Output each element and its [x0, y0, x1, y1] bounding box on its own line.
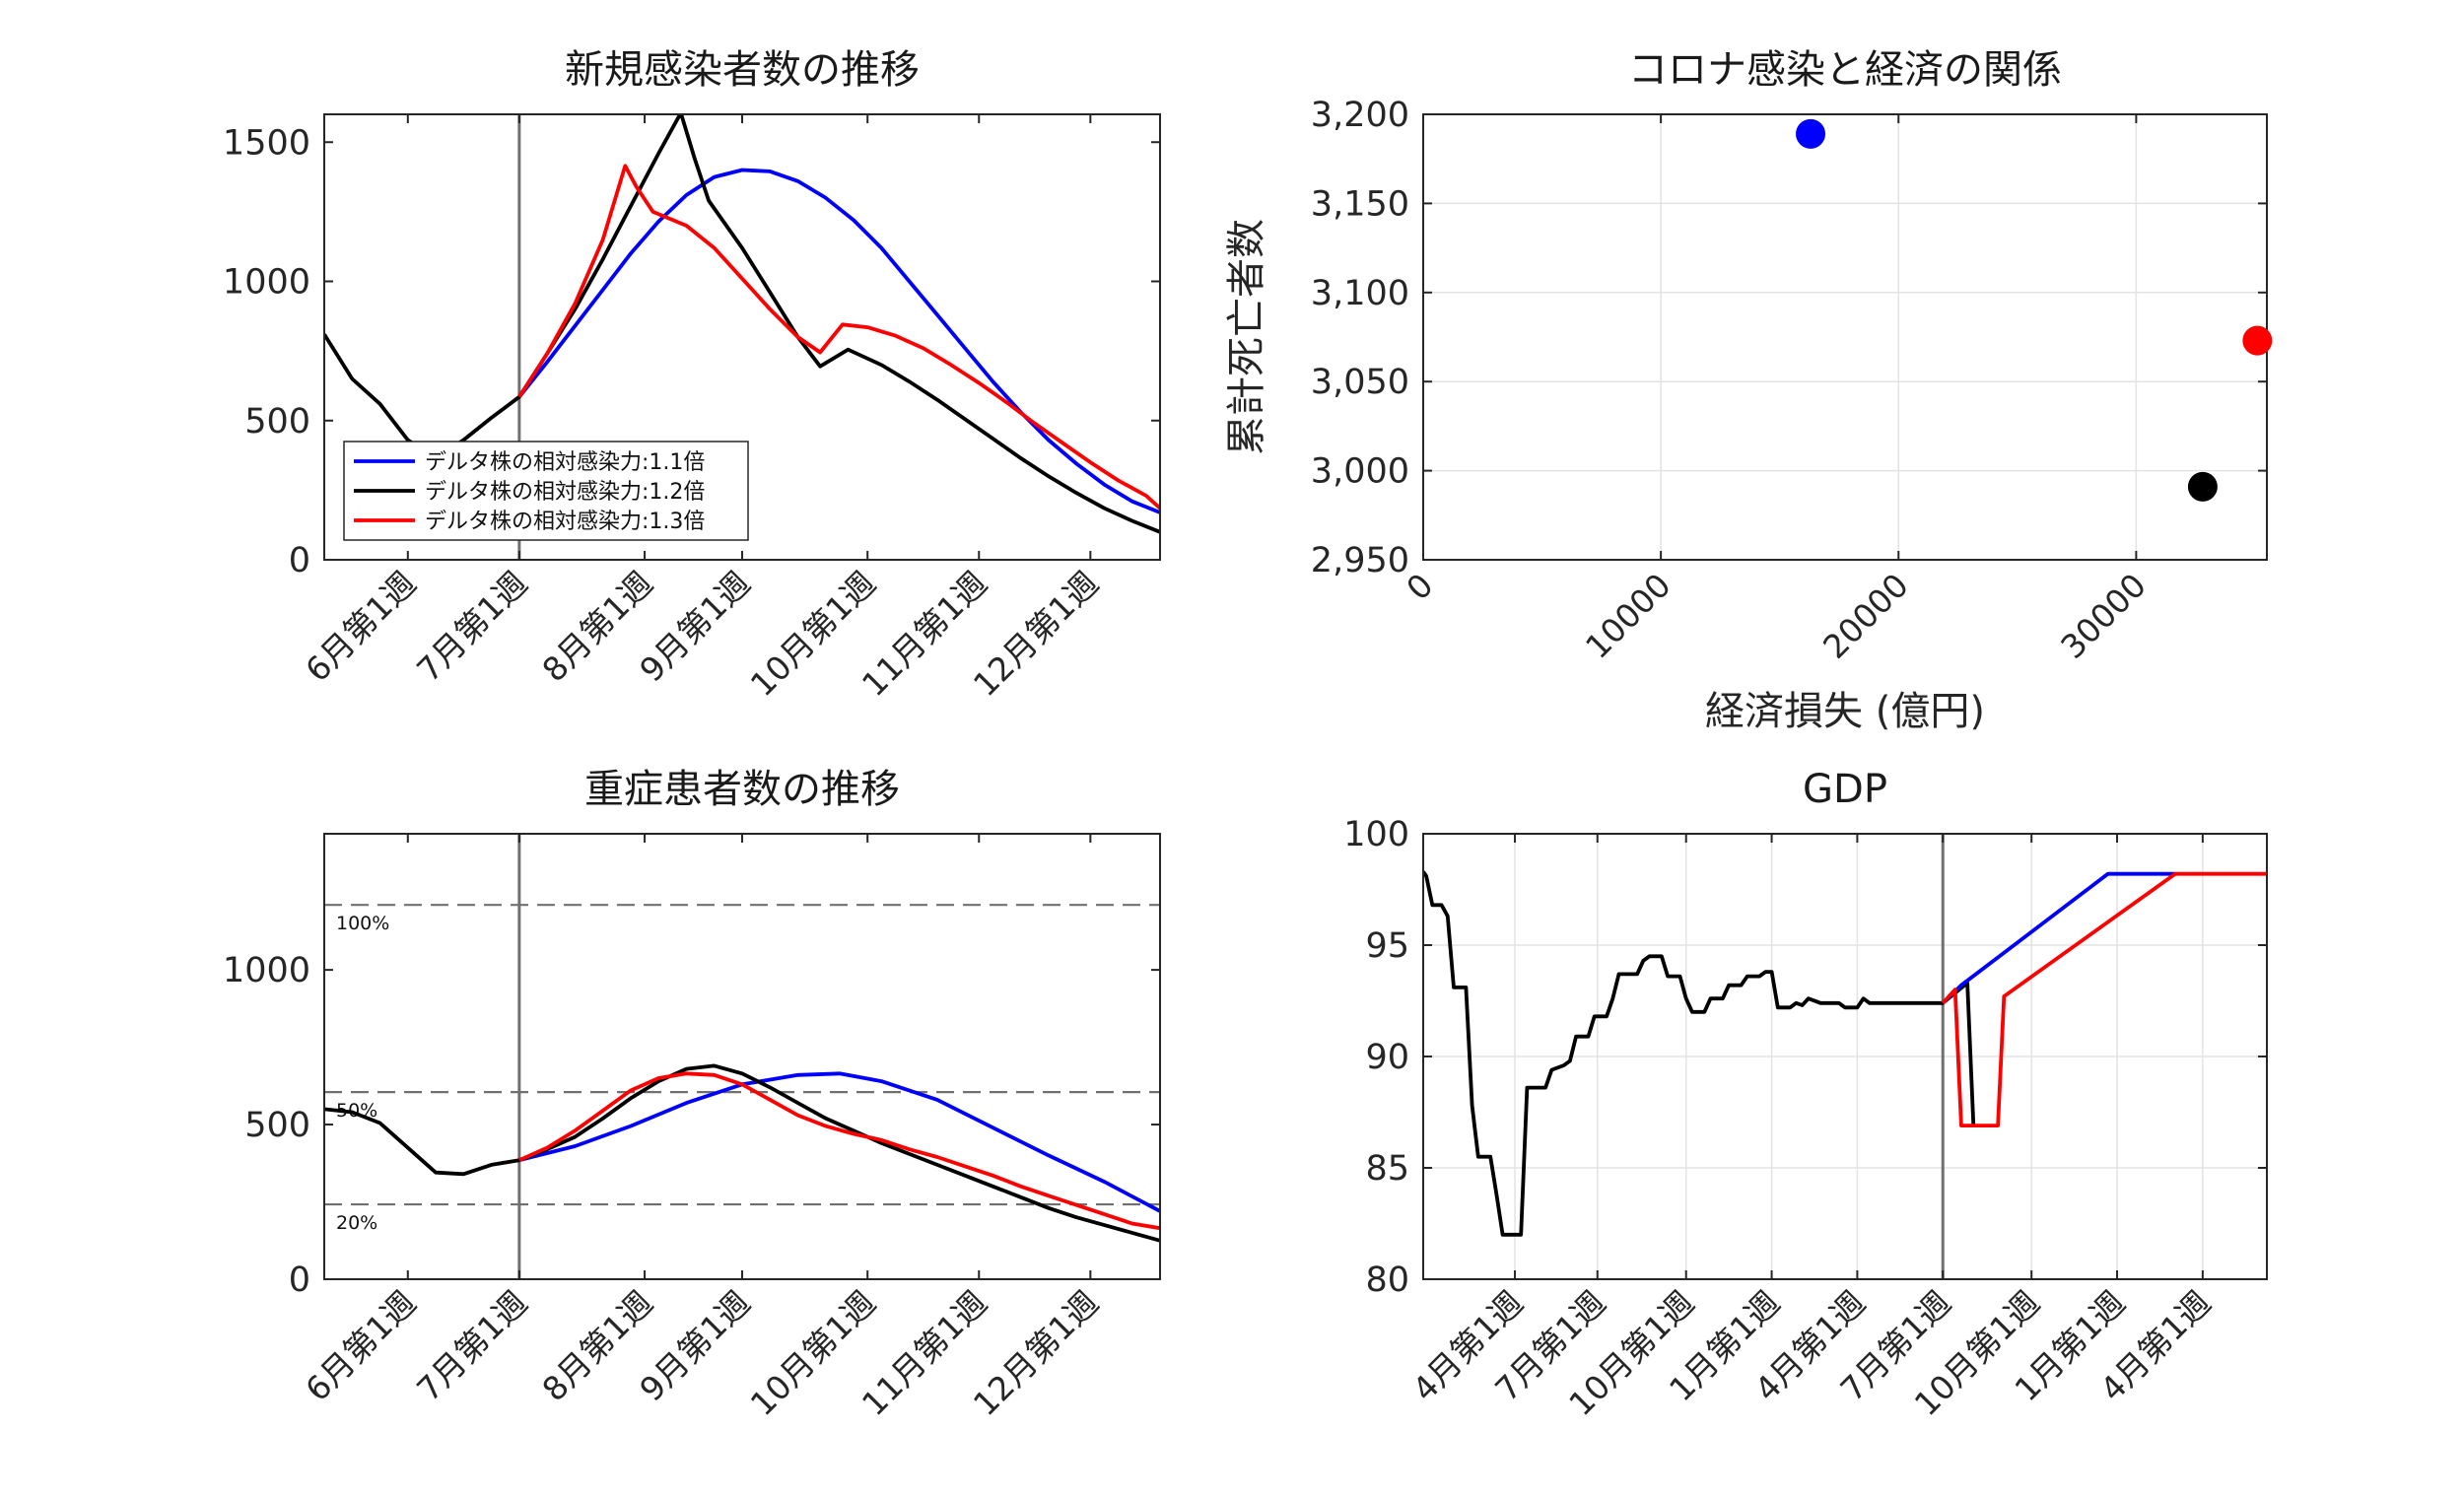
y-tick-label: 100 [1343, 815, 1409, 854]
y-tick-label: 3,200 [1311, 96, 1409, 135]
y-tick-label: 1500 [223, 123, 310, 163]
series-line-blue [1941, 871, 2175, 1005]
legend: デルタ株の相対感染力:1.1倍デルタ株の相対感染力:1.2倍デルタ株の相対感染力… [343, 441, 749, 541]
y-tick-label: 500 [244, 1106, 310, 1145]
chart-title: 重症患者数の推移 [584, 767, 900, 812]
chart-title: コロナ感染と経済の関係 [1628, 47, 2062, 93]
chart-gdp: 808590951004月第1週7月第1週10月第1週1月第1週4月第1週7月第… [1343, 767, 2268, 1423]
series-line-red [518, 1071, 1160, 1231]
y-tick-label: 3,150 [1311, 184, 1409, 224]
scatter-point-blue [1796, 118, 1826, 149]
y-tick-label: 90 [1365, 1038, 1409, 1077]
x-axis-label: 経済損失 (億円) [1705, 689, 1985, 734]
plot-frame [323, 833, 1161, 1280]
legend-entry: デルタ株の相対感染力:1.1倍 [425, 450, 705, 475]
series-group [1423, 870, 2267, 1237]
series-line-red [517, 164, 1160, 511]
y-tick-label: 2,950 [1311, 541, 1409, 580]
y-tick-label: 3,100 [1311, 274, 1409, 313]
series-line-black [1423, 870, 1976, 1237]
reference-label: 20% [336, 1212, 377, 1234]
y-tick-label: 1000 [223, 951, 310, 990]
y-tick-label: 3,050 [1311, 363, 1409, 402]
y-tick-label: 0 [289, 1261, 310, 1300]
series-group [324, 114, 1160, 534]
x-tick-label: 7月第1週 [409, 1283, 534, 1408]
series-line-black [324, 114, 1160, 534]
y-axis-label: 累計死亡者数 [1224, 219, 1269, 455]
scatter-point-black [2187, 471, 2218, 502]
legend-entry: デルタ株の相対感染力:1.2倍 [425, 480, 705, 505]
reference-label: 100% [336, 913, 389, 934]
series-group [324, 1063, 1160, 1243]
series-line-black [324, 1063, 1160, 1243]
series-line-blue [517, 168, 1160, 514]
x-tick-label: 30000 [2053, 566, 2154, 666]
y-tick-label: 1000 [223, 263, 310, 303]
y-tick-label: 80 [1365, 1261, 1409, 1300]
chart-title: 新規感染者数の推移 [565, 47, 920, 93]
chart-title: GDP [1803, 767, 1887, 812]
y-tick-label: 85 [1365, 1149, 1409, 1189]
y-tick-label: 95 [1365, 926, 1409, 966]
series-line-blue [518, 1071, 1160, 1213]
plot-frame [1422, 113, 2268, 561]
y-tick-label: 3,000 [1311, 452, 1409, 492]
x-tick-label: 7月第1週 [409, 564, 534, 689]
series-line-red [1941, 871, 2267, 1127]
y-tick-label: 0 [289, 541, 310, 580]
x-tick-label: 6月第1週 [298, 1283, 423, 1408]
x-tick-label: 10000 [1578, 566, 1678, 666]
x-tick-label: 6月第1週 [298, 564, 423, 689]
y-tick-label: 500 [244, 402, 310, 442]
legend-entry: デルタ株の相対感染力:1.3倍 [425, 510, 705, 534]
scatter-point-red [2242, 325, 2273, 356]
x-tick-label: 20000 [1815, 566, 1916, 666]
